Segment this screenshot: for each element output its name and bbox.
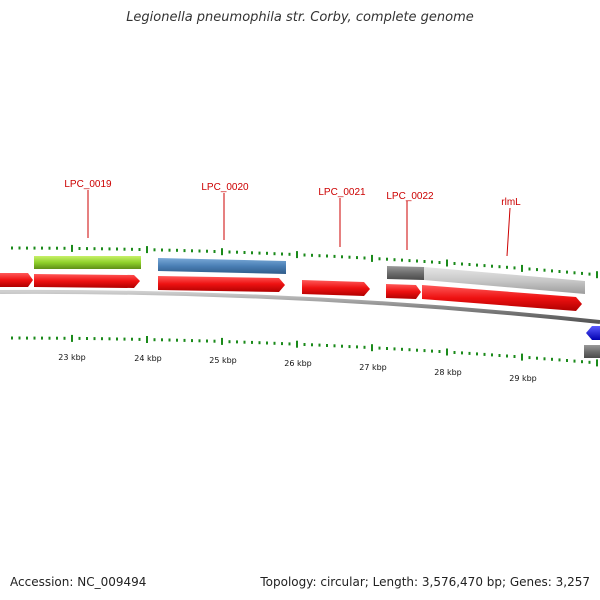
genome-summary-text: Topology: circular; Length: 3,576,470 bp…: [260, 575, 590, 589]
scale-label-27kbp: 27 kbp: [359, 363, 387, 372]
gene-leaders: [87, 190, 511, 257]
cds-arrow-lpc-0020[interactable]: [158, 276, 285, 292]
gene-label-lpc-0021: LPC_0021: [318, 187, 366, 198]
gene-label-lpc-0022: LPC_0022: [386, 191, 434, 202]
gene-bar-rlml[interactable]: [424, 267, 585, 294]
cds-arrow-lpc-0022[interactable]: [386, 284, 421, 299]
gene-bar-lpc-0022-dark[interactable]: [387, 266, 424, 280]
gene-features: [34, 256, 585, 294]
gene-bar-lpc-0020[interactable]: [158, 258, 286, 274]
cds-features: [0, 273, 582, 311]
cds-arrow-reverse-blue[interactable]: [586, 326, 600, 340]
gene-bar-edge-dark[interactable]: [584, 345, 600, 358]
cds-arrow-lpc-0021[interactable]: [302, 280, 370, 296]
inner-tick-row: [11, 334, 598, 367]
scale-label-23kbp: 23 kbp: [58, 353, 86, 362]
scale-label-25kbp: 25 kbp: [209, 356, 237, 365]
map-title: Legionella pneumophila str. Corby, compl…: [126, 10, 474, 25]
scale-label-29kbp: 29 kbp: [509, 374, 537, 383]
gene-label-lpc-0019: LPC_0019: [64, 179, 112, 190]
scale-label-26kbp: 26 kbp: [284, 359, 312, 368]
gene-label-rlml: rlmL: [501, 197, 521, 208]
genome-backbone: [0, 289, 600, 324]
gene-bar-lpc-0019[interactable]: [34, 256, 141, 269]
outer-tick-row: [11, 244, 598, 279]
cds-arrow-lpc-0019[interactable]: [34, 274, 140, 288]
accession-text: Accession: NC_009494: [10, 575, 147, 589]
cds-arrow-partial[interactable]: [0, 273, 33, 287]
gene-label-lpc-0020: LPC_0020: [201, 182, 249, 193]
scale-label-24kbp: 24 kbp: [134, 354, 162, 363]
cds-arrow-rlml[interactable]: [422, 285, 582, 311]
scale-label-28kbp: 28 kbp: [434, 368, 462, 377]
